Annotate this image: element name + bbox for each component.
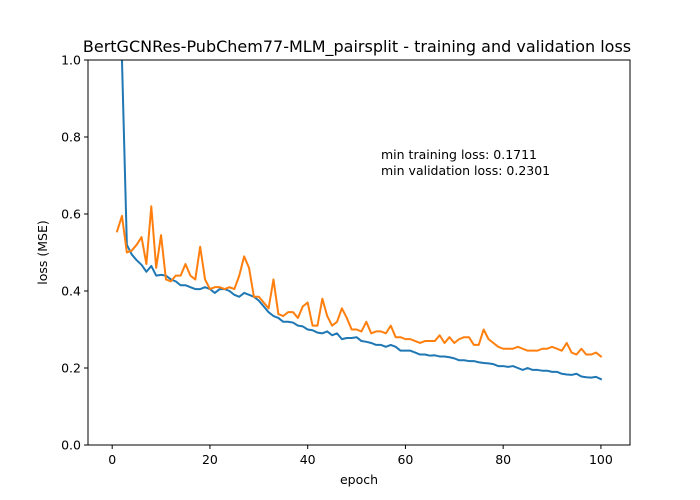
y-tick-label: 1.0 xyxy=(61,53,81,68)
x-tick-label: 40 xyxy=(300,452,316,467)
x-tick-label: 80 xyxy=(495,452,511,467)
validation-loss-line xyxy=(115,205,603,358)
plot-frame xyxy=(87,59,631,446)
x-axis: 0 20 40 60 80 100 xyxy=(108,445,613,467)
min-validation-loss-annotation: min validation loss: 0.2301 xyxy=(381,163,550,178)
min-training-loss-annotation: min training loss: 0.1711 xyxy=(381,147,537,162)
y-tick-label: 0.4 xyxy=(61,284,81,299)
x-tick-label: 20 xyxy=(202,452,218,467)
series-layer xyxy=(115,60,603,381)
x-tick-label: 60 xyxy=(397,452,413,467)
x-tick-label: 0 xyxy=(108,452,116,467)
y-tick-label: 0.0 xyxy=(61,438,81,453)
y-tick-label: 0.2 xyxy=(61,361,81,376)
x-axis-label: epoch xyxy=(340,472,378,487)
y-axis-label: loss (MSE) xyxy=(35,220,50,285)
chart-title: BertGCNRes-PubChem77-MLM_pairsplit - tra… xyxy=(83,37,631,57)
y-tick-label: 0.6 xyxy=(61,207,81,222)
y-tick-label: 0.8 xyxy=(61,130,81,145)
training-loss-line xyxy=(120,60,603,381)
y-axis: 0.0 0.2 0.4 0.6 0.8 1.0 xyxy=(61,53,88,453)
x-tick-label: 100 xyxy=(589,452,613,467)
